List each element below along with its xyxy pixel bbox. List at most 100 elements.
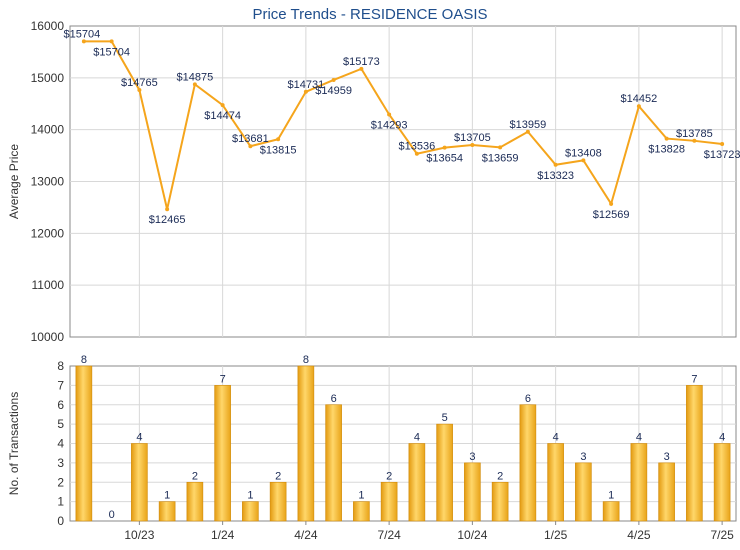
price-point — [664, 136, 669, 141]
price-data-label: $14875 — [177, 71, 214, 83]
transaction-bar-label: 8 — [81, 354, 87, 366]
transaction-bar — [75, 365, 93, 522]
transaction-bar — [602, 501, 620, 522]
price-point — [220, 103, 225, 108]
transaction-bar-label: 3 — [469, 451, 475, 463]
transaction-bar-label: 4 — [719, 432, 725, 444]
price-data-label: $13659 — [482, 152, 519, 164]
price-point — [470, 142, 475, 147]
transaction-bar — [408, 443, 426, 522]
price-data-label: $13723 — [704, 149, 740, 161]
x-tick-label: 7/25 — [710, 528, 734, 542]
transaction-bar-label: 6 — [525, 393, 531, 405]
price-y-tick-label: 14000 — [31, 123, 65, 137]
price-point — [359, 66, 364, 71]
price-point — [442, 145, 447, 150]
transaction-bar-label: 3 — [664, 451, 670, 463]
transaction-bar — [325, 404, 342, 522]
transaction-bar-label: 2 — [192, 470, 198, 482]
price-y-tick-label: 15000 — [31, 71, 65, 85]
transactions-y-tick-label: 1 — [57, 495, 64, 509]
price-point — [414, 151, 419, 156]
transaction-bar-label: 8 — [303, 354, 309, 366]
transaction-bar-label: 1 — [164, 490, 170, 502]
price-y-tick-label: 13000 — [31, 175, 65, 189]
transactions-y-tick-label: 6 — [57, 398, 64, 412]
price-point — [692, 138, 697, 143]
transactions-y-tick-label: 8 — [57, 359, 64, 373]
transaction-bar-label: 2 — [386, 470, 392, 482]
price-data-label: $12569 — [593, 209, 630, 221]
price-data-label: $13681 — [232, 133, 269, 145]
price-data-label: $14293 — [371, 119, 408, 131]
transactions-y-tick-label: 2 — [57, 475, 64, 489]
transactions-y-tick-label: 3 — [57, 456, 64, 470]
price-y-axis-label: Average Price — [7, 144, 21, 219]
price-point — [137, 88, 142, 93]
transaction-bar — [242, 501, 259, 522]
transaction-bar-label: 2 — [497, 470, 503, 482]
transaction-bar — [269, 481, 287, 522]
x-tick-label: 7/24 — [377, 528, 401, 542]
price-point — [276, 137, 281, 142]
chart-title: Price Trends - RESIDENCE OASIS — [252, 6, 488, 23]
transaction-bar-label: 7 — [220, 373, 226, 385]
transaction-bar — [214, 385, 231, 522]
price-data-label: $13323 — [537, 170, 574, 182]
price-data-label: $14959 — [315, 85, 352, 97]
price-y-tick-label: 11000 — [32, 278, 65, 292]
price-point — [581, 158, 586, 163]
price-data-label: $13408 — [565, 147, 602, 159]
price-data-label: $13705 — [454, 132, 491, 144]
transaction-bar — [131, 443, 148, 522]
transaction-bar-label: 4 — [136, 432, 142, 444]
transaction-bar-label: 4 — [414, 432, 420, 444]
transaction-bar — [464, 462, 481, 522]
price-point — [636, 104, 641, 109]
transaction-bar — [436, 423, 453, 522]
transaction-bar-label: 2 — [275, 470, 281, 482]
transaction-bar — [630, 443, 648, 522]
transactions-y-tick-label: 4 — [57, 437, 64, 451]
price-data-label: $14452 — [621, 93, 658, 105]
transaction-bar-label: 6 — [331, 393, 337, 405]
price-point — [331, 77, 336, 82]
transaction-bar — [158, 501, 176, 522]
price-data-label: $14474 — [204, 110, 241, 122]
price-point — [553, 162, 558, 167]
transaction-bar — [713, 443, 731, 522]
transaction-bar-label: 1 — [608, 490, 614, 502]
x-tick-label: 10/24 — [457, 528, 487, 542]
price-point — [498, 145, 503, 150]
transaction-bar-label: 3 — [580, 451, 586, 463]
transaction-bar-label: 1 — [247, 490, 253, 502]
price-data-label: $13654 — [426, 153, 463, 165]
transactions-y-tick-label: 7 — [57, 378, 64, 392]
price-point — [192, 82, 197, 87]
transaction-bar-label: 7 — [691, 373, 697, 385]
x-tick-label: 10/23 — [124, 528, 154, 542]
x-tick-label: 1/24 — [211, 528, 235, 542]
price-point — [165, 207, 170, 212]
transaction-bar-label: 0 — [109, 509, 115, 521]
transaction-bar — [353, 501, 370, 522]
transaction-bar — [686, 385, 703, 522]
price-data-label: $15704 — [93, 46, 130, 58]
x-tick-label: 1/25 — [544, 528, 568, 542]
price-y-tick-label: 10000 — [31, 330, 65, 344]
price-point — [109, 39, 114, 44]
transaction-bar — [575, 462, 592, 522]
price-data-label: $15173 — [343, 56, 380, 68]
transaction-bar-label: 1 — [358, 490, 364, 502]
transactions-y-tick-label: 0 — [57, 514, 64, 528]
price-data-label: $14765 — [121, 77, 158, 89]
transaction-bar — [658, 462, 675, 522]
price-data-label: $12465 — [149, 214, 186, 226]
transaction-bar — [297, 365, 315, 522]
price-point — [525, 129, 530, 134]
x-tick-label: 4/25 — [627, 528, 651, 542]
x-tick-label: 4/24 — [294, 528, 318, 542]
transaction-bar-label: 4 — [553, 432, 559, 444]
